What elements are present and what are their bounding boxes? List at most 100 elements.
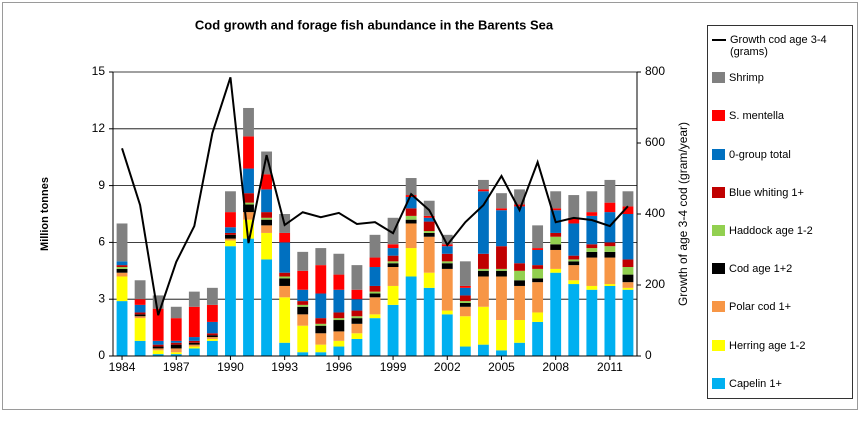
bar-segment — [423, 232, 435, 237]
bar-segment — [568, 284, 580, 356]
bar-segment — [297, 301, 309, 305]
bar-segment — [315, 352, 327, 356]
bar-segment — [568, 195, 580, 218]
bar-segment — [134, 312, 146, 315]
bar-segment — [225, 246, 236, 356]
bar-segment — [622, 287, 634, 290]
bar-segment — [315, 344, 327, 353]
bar-segment — [152, 348, 164, 351]
legend-label: S. mentella — [729, 110, 785, 123]
y2-tick-label: 200 — [645, 277, 665, 291]
bar-segment — [622, 282, 634, 288]
bar-segment — [333, 289, 345, 313]
bar-segment — [514, 285, 525, 321]
bar-segment — [387, 267, 399, 286]
bar-segment — [405, 215, 417, 220]
bar-segment — [477, 179, 489, 190]
legend-item: Capelin 1+ — [712, 377, 852, 390]
bar-segment — [477, 191, 489, 254]
bar-segment — [496, 350, 507, 356]
bar-segment — [297, 251, 309, 271]
bar-segment — [279, 272, 291, 277]
bar-segment — [243, 193, 254, 203]
bar-segment — [514, 280, 525, 286]
bar-segment — [459, 285, 471, 288]
bar-segment — [405, 196, 417, 209]
bar-segment — [622, 206, 634, 214]
bar-segment — [170, 306, 182, 319]
bar-segment — [188, 306, 200, 338]
bar-segment — [170, 340, 182, 343]
bar-segment — [405, 248, 417, 277]
bar-segment — [351, 289, 363, 300]
bar-segment — [441, 268, 453, 311]
bar-segment — [333, 346, 345, 356]
bar-segment — [405, 208, 417, 216]
bar-segment — [532, 248, 544, 250]
bar-segment — [586, 215, 598, 245]
bar-segment — [188, 337, 200, 341]
bar-segment — [351, 310, 363, 317]
bar-segment — [405, 178, 417, 196]
bar-segment — [550, 272, 562, 356]
bar-segment — [170, 352, 182, 355]
bar-segment — [116, 272, 128, 277]
x-tick-label: 1990 — [217, 360, 244, 374]
bar-segment — [441, 234, 453, 245]
bar-segment — [387, 261, 399, 264]
x-tick-label: 2005 — [488, 360, 515, 374]
bar-segment — [496, 208, 507, 211]
bar-segment — [206, 338, 218, 341]
bar-segment — [423, 215, 435, 218]
bar-segment — [423, 236, 435, 273]
bar-segment — [532, 312, 544, 322]
bar-segment — [369, 314, 381, 319]
legend-swatch — [712, 72, 725, 84]
y-tick-label: 0 — [98, 348, 105, 362]
bar-segment — [532, 268, 544, 279]
legend-swatch — [712, 339, 725, 351]
bar-segment — [243, 212, 254, 220]
bar-segment — [423, 231, 435, 233]
bar-segment — [532, 225, 544, 249]
bar-segment — [333, 320, 345, 332]
bar-segment — [387, 304, 399, 356]
bar-segment — [496, 210, 507, 247]
y-tick-label: 6 — [98, 235, 105, 249]
bar-segment — [604, 251, 616, 258]
bar-segment — [477, 270, 489, 277]
bar-segment — [441, 314, 453, 356]
bar-segment — [206, 337, 218, 339]
x-tick-label: 1993 — [271, 360, 298, 374]
y-tick-label: 3 — [98, 291, 105, 305]
bar-segment — [369, 257, 381, 268]
bar-segment — [369, 234, 381, 258]
bar-segment — [225, 234, 236, 239]
bar-segment — [550, 208, 562, 211]
bar-segment — [206, 321, 218, 334]
bar-segment — [405, 219, 417, 224]
bar-segment — [243, 204, 254, 213]
bar-segment — [243, 202, 254, 205]
bar-segment — [279, 242, 291, 273]
bar-segment — [170, 354, 182, 356]
bar-segment — [459, 295, 471, 302]
bar-segment — [532, 249, 544, 266]
bar-segment — [568, 217, 580, 224]
bar-segment — [369, 285, 381, 292]
bar-segment — [243, 168, 254, 194]
bar-segment — [351, 316, 363, 319]
bar-segment — [152, 308, 164, 341]
bar-segment — [170, 342, 182, 345]
legend-box — [707, 25, 853, 399]
bar-segment — [261, 174, 273, 190]
x-tick-label: 1996 — [326, 360, 353, 374]
bar-segment — [568, 265, 580, 281]
x-tick-label: 2002 — [434, 360, 461, 374]
legend-item: Cod age 1+2 — [712, 263, 852, 275]
bar-segment — [134, 299, 146, 305]
bar-segment — [496, 268, 507, 271]
bar-segment — [351, 333, 363, 339]
bar-segment — [261, 225, 273, 233]
